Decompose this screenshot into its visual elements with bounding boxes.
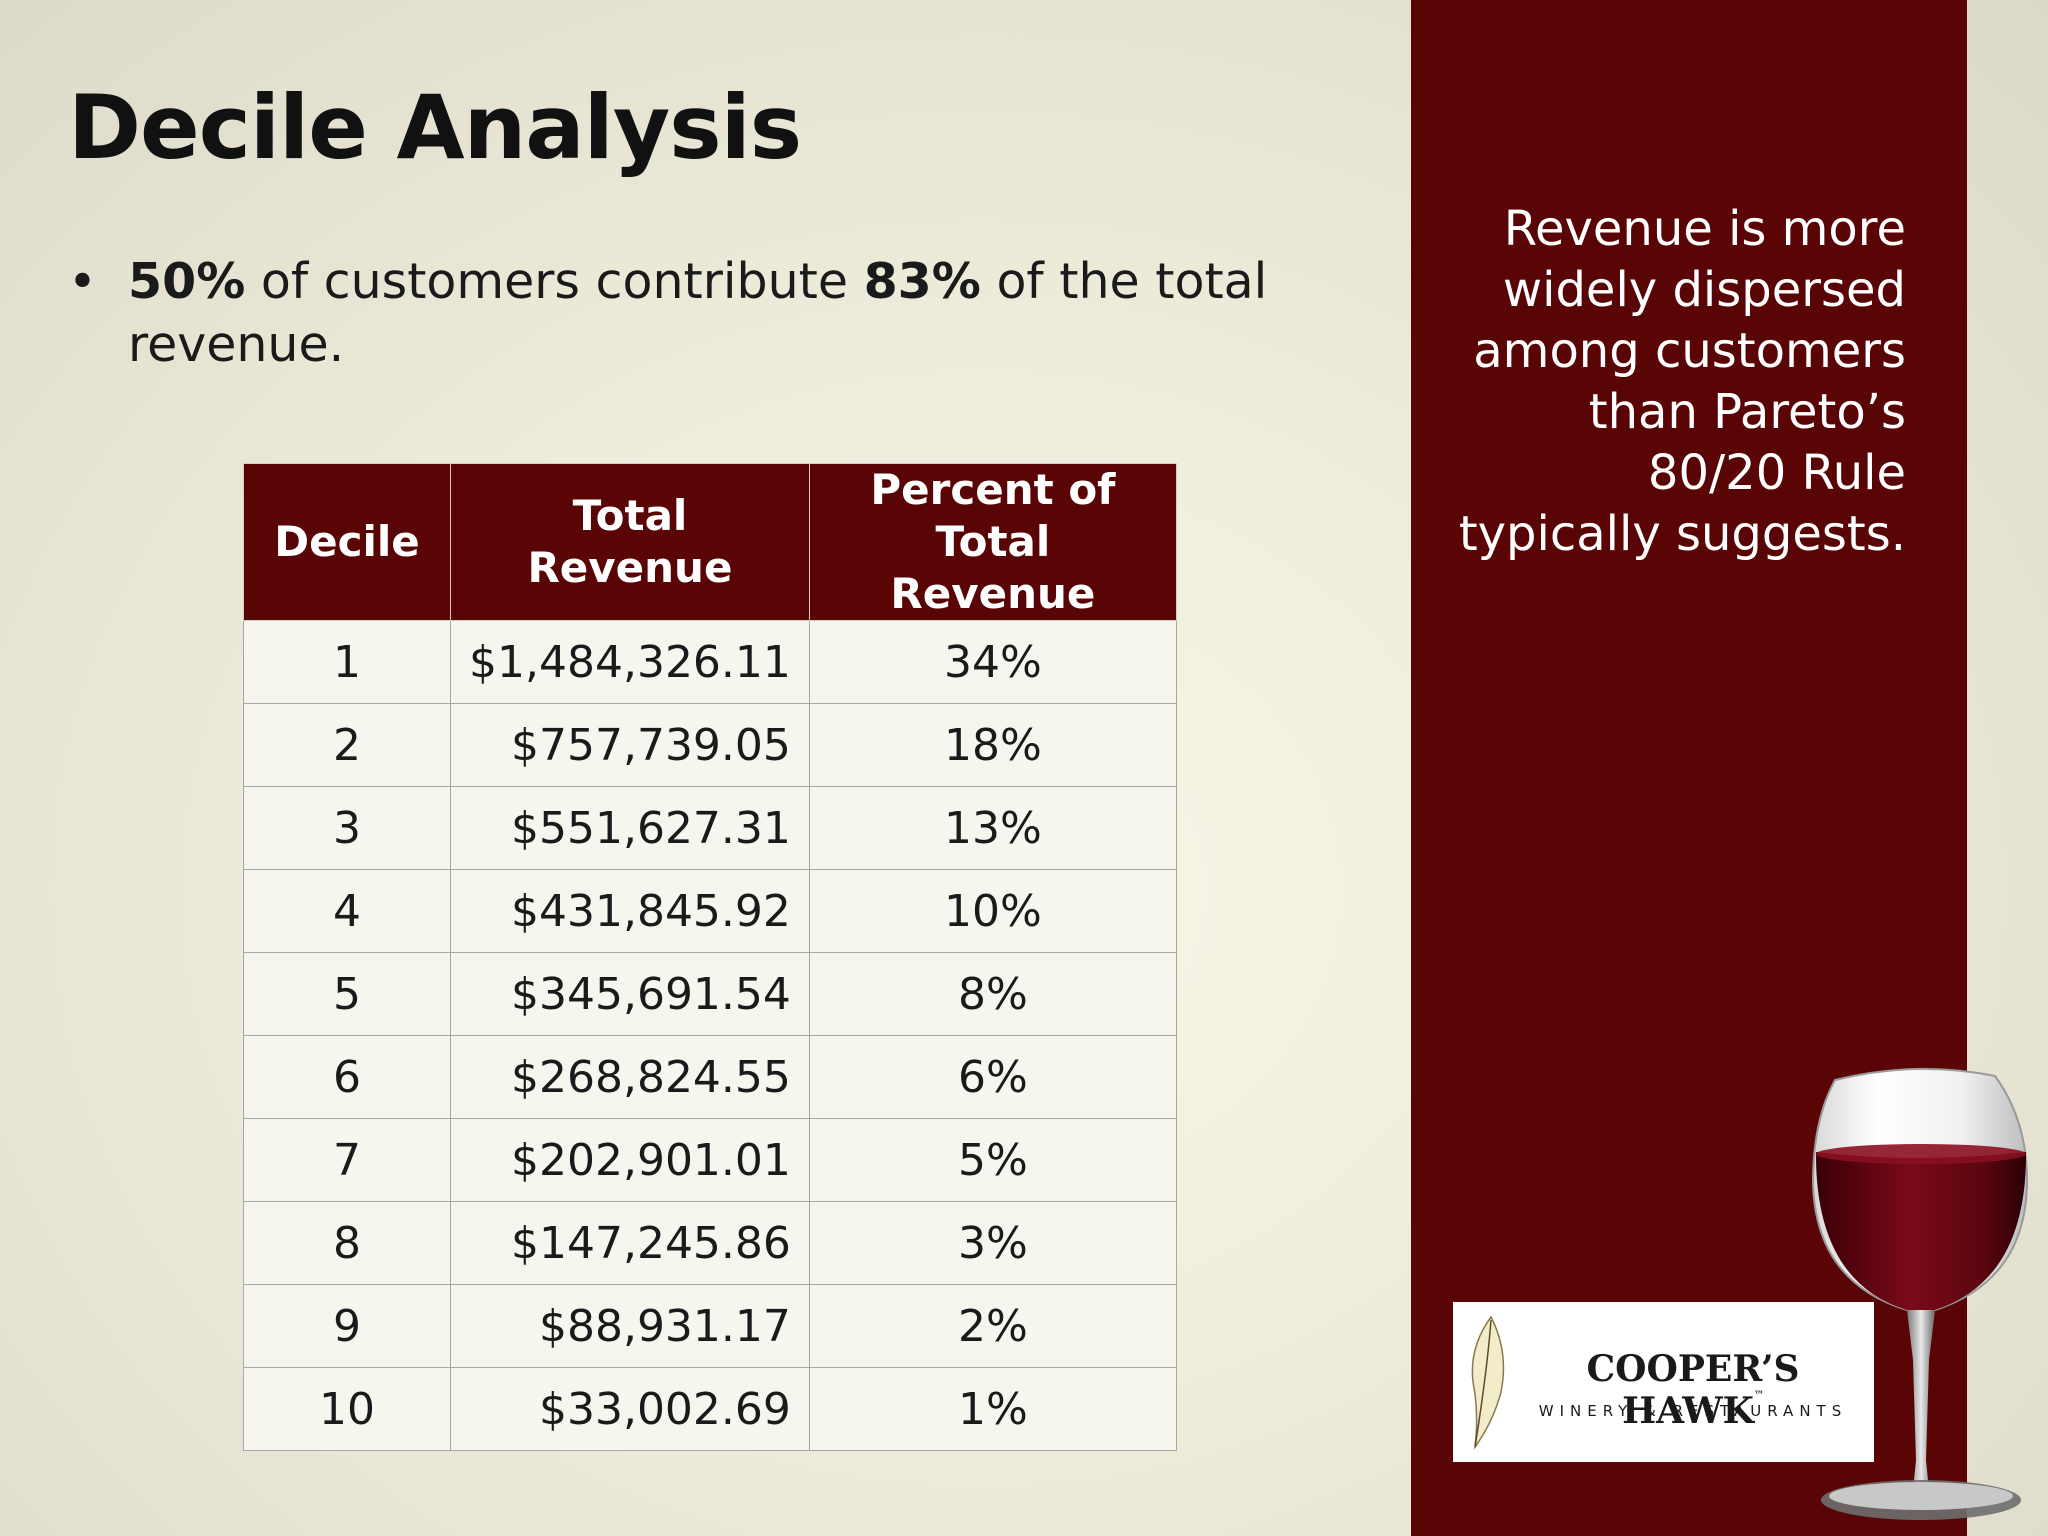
highlight-customers-pct: 50% — [128, 253, 246, 310]
logo-subtitle: WINERY & RESTAURANTS — [1538, 1402, 1848, 1420]
callout-line: Revenue is more — [1503, 201, 1906, 257]
cell-revenue: $551,627.31 — [450, 786, 810, 870]
cell-revenue: $345,691.54 — [450, 952, 810, 1036]
table-row: 2 $757,739.05 18% — [243, 703, 1177, 787]
cell-decile: 8 — [243, 1201, 451, 1285]
cell-percent: 34% — [808, 620, 1177, 704]
callout-line: widely dispersed — [1502, 262, 1906, 318]
header-decile: Decile — [243, 463, 451, 621]
table-row: 8 $147,245.86 3% — [243, 1201, 1177, 1285]
cell-percent: 2% — [808, 1284, 1177, 1368]
logo-trademark: ™ — [1753, 1390, 1764, 1401]
cell-revenue: $1,484,326.11 — [450, 620, 810, 704]
table-row: 10 $33,002.69 1% — [243, 1367, 1177, 1451]
cell-percent: 10% — [808, 869, 1177, 953]
header-percent-line1: Percent of — [870, 465, 1116, 514]
cell-percent: 3% — [808, 1201, 1177, 1285]
table-row: 7 $202,901.01 5% — [243, 1118, 1177, 1202]
highlight-revenue-pct: 83% — [863, 253, 981, 310]
slide-title: Decile Analysis — [68, 76, 802, 179]
cell-decile: 1 — [243, 620, 451, 704]
callout-line: 80/20 Rule — [1647, 445, 1906, 501]
logo-name: COOPER’S HAWK™ — [1513, 1348, 1873, 1432]
table-row: 6 $268,824.55 6% — [243, 1035, 1177, 1119]
cell-decile: 7 — [243, 1118, 451, 1202]
cell-percent: 6% — [808, 1035, 1177, 1119]
cell-revenue: $268,824.55 — [450, 1035, 810, 1119]
feather-icon — [1471, 1315, 1505, 1450]
cell-decile: 2 — [243, 703, 451, 787]
cell-percent: 18% — [808, 703, 1177, 787]
cell-decile: 6 — [243, 1035, 451, 1119]
callout-line: typically suggests. — [1458, 506, 1906, 562]
cell-decile: 10 — [243, 1367, 451, 1451]
logo-name-text: COOPER’S HAWK — [1586, 1348, 1800, 1432]
header-percent-line2: Total Revenue — [890, 517, 1096, 618]
table-row: 5 $345,691.54 8% — [243, 952, 1177, 1036]
decile-table: Decile Total Revenue Percent of Total Rev… — [243, 463, 1177, 1451]
header-total-revenue: Total Revenue — [450, 463, 810, 621]
cell-revenue: $431,845.92 — [450, 869, 810, 953]
header-percent-of-total: Percent of Total Revenue — [808, 463, 1177, 621]
cell-revenue: $147,245.86 — [450, 1201, 810, 1285]
cell-revenue: $757,739.05 — [450, 703, 810, 787]
cell-percent: 8% — [808, 952, 1177, 1036]
table-header-row: Decile Total Revenue Percent of Total Rev… — [243, 463, 1177, 621]
cell-percent: 13% — [808, 786, 1177, 870]
bullet-marker: • — [68, 253, 97, 310]
cell-revenue: $202,901.01 — [450, 1118, 810, 1202]
bullet-text-segment: of the total revenue. — [128, 253, 1268, 373]
sidebar-callout: Revenue is more widely dispersed among c… — [1430, 199, 1906, 565]
cooper-hawk-logo: COOPER’S HAWK™ WINERY & RESTAURANTS — [1453, 1302, 1874, 1462]
bullet-text-segment: of customers contribute — [245, 253, 864, 310]
callout-line: among customers — [1473, 323, 1906, 379]
cell-revenue: $88,931.17 — [450, 1284, 810, 1368]
table-row: 4 $431,845.92 10% — [243, 869, 1177, 953]
cell-revenue: $33,002.69 — [450, 1367, 810, 1451]
callout-line: than Pareto’s — [1588, 384, 1906, 440]
table-row: 3 $551,627.31 13% — [243, 786, 1177, 870]
cell-percent: 5% — [808, 1118, 1177, 1202]
table-row: 1 $1,484,326.11 34% — [243, 620, 1177, 704]
wine-glass-icon — [1811, 1067, 2029, 1520]
cell-decile: 5 — [243, 952, 451, 1036]
cell-percent: 1% — [808, 1367, 1177, 1451]
cell-decile: 9 — [243, 1284, 451, 1368]
cell-decile: 3 — [243, 786, 451, 870]
cell-decile: 4 — [243, 869, 451, 953]
bullet-text: 50% of customers contribute 83% of the t… — [128, 250, 1268, 376]
table-row: 9 $88,931.17 2% — [243, 1284, 1177, 1368]
